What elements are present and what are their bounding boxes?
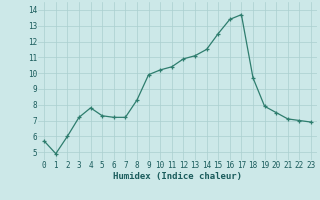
X-axis label: Humidex (Indice chaleur): Humidex (Indice chaleur) xyxy=(113,172,242,181)
